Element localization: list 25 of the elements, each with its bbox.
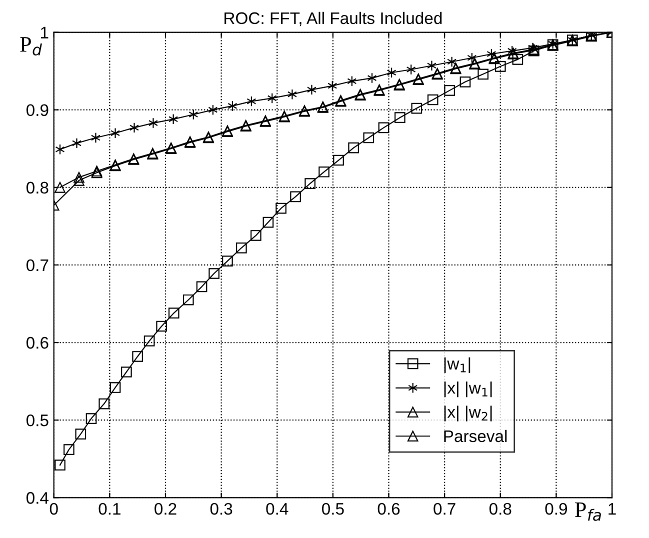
y-tick-label: 0.4 (26, 492, 49, 504)
y-tick-label: 1 (41, 26, 48, 38)
legend-label: |x| |w$_{2}$| (444, 406, 492, 422)
legend-label: |w$_{1}$| (444, 357, 470, 373)
x-tick-label: 1 (608, 503, 616, 515)
x-tick-label: 0.7 (434, 502, 456, 515)
x-tick-label: 0.5 (322, 502, 344, 515)
x-tick-label: 0.9 (545, 502, 567, 515)
x-tick-label: 0 (50, 502, 58, 515)
y-tick-label: 0.6 (26, 336, 48, 349)
chart-title: ROC: FFT, All Faults Included (224, 12, 442, 26)
x-tick-label: 0.2 (154, 502, 176, 515)
x-tick-label: 0.1 (98, 502, 120, 515)
legend-label: Parseval (444, 430, 507, 442)
x-tick-label: 0.8 (489, 502, 512, 515)
x-tick-label: 0.4 (266, 502, 288, 515)
y-tick-label: 0.8 (26, 182, 48, 194)
x-axis-title: P$_{fa}$ (575, 502, 601, 521)
legend-label: |x| |w$_{1}$| (444, 382, 492, 398)
x-tick-label: 0.3 (210, 502, 232, 515)
y-axis-title: P$_{d}$ (20, 37, 42, 56)
y-tick-label: 0.5 (26, 414, 48, 426)
x-tick-label: 0.6 (378, 502, 400, 515)
y-tick-label: 0.9 (26, 104, 48, 116)
y-tick-label: 0.7 (26, 259, 48, 272)
